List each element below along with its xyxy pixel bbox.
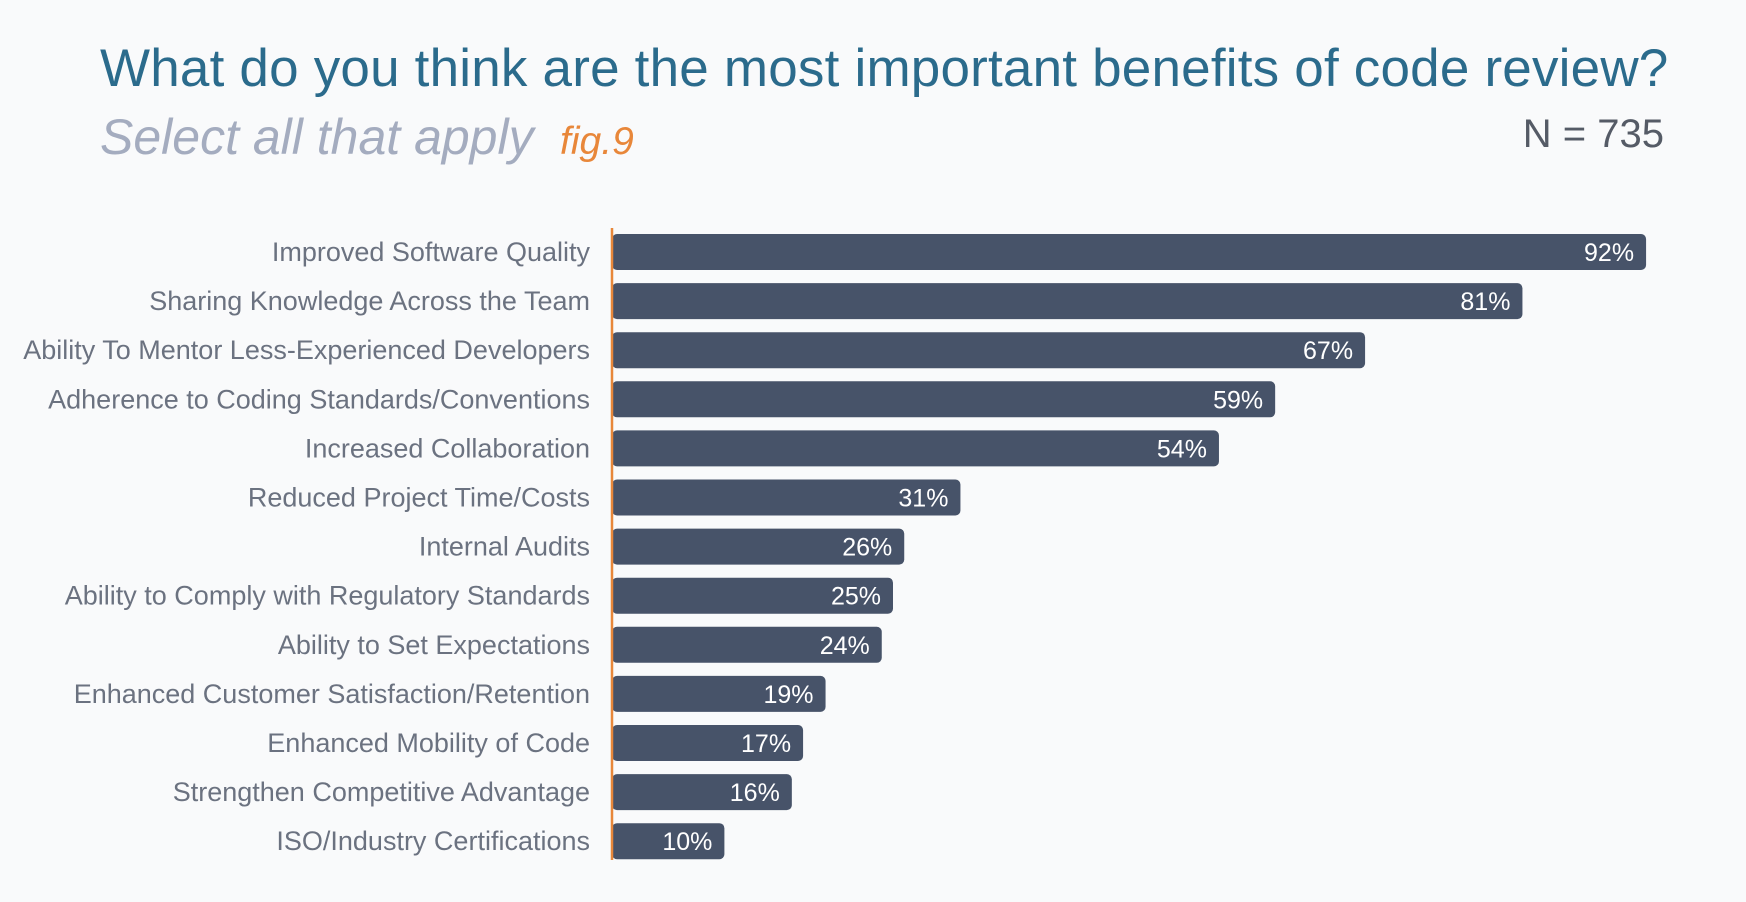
value-label-9: 19%	[764, 681, 814, 709]
figure-label: fig.9	[560, 120, 634, 163]
bar-4	[612, 430, 1219, 467]
value-label-3: 59%	[1213, 386, 1263, 414]
bar-0	[612, 234, 1647, 270]
subtitle-row: Select all that apply fig.9	[100, 108, 634, 166]
category-label-5: Reduced Project Time/Costs	[248, 483, 590, 513]
category-label-6: Internal Audits	[419, 532, 590, 562]
category-label-4: Increased Collaboration	[305, 433, 590, 463]
bar-1	[612, 283, 1523, 320]
category-label-9: Enhanced Customer Satisfaction/Retention	[74, 679, 590, 709]
bar-11	[612, 774, 792, 811]
category-label-10: Enhanced Mobility of Code	[267, 728, 590, 758]
bar-9	[612, 675, 826, 712]
value-label-1: 81%	[1460, 288, 1510, 316]
bar-7	[612, 577, 893, 614]
category-label-12: ISO/Industry Certifications	[276, 826, 590, 856]
category-label-0: Improved Software Quality	[272, 237, 591, 267]
value-label-8: 24%	[820, 632, 870, 660]
value-label-7: 25%	[831, 583, 881, 611]
category-label-2: Ability To Mentor Less-Experienced Devel…	[23, 335, 590, 365]
category-label-1: Sharing Knowledge Across the Team	[149, 286, 590, 316]
chart-title: What do you think are the most important…	[100, 39, 1669, 98]
category-label-11: Strengthen Competitive Advantage	[173, 777, 590, 807]
value-label-2: 67%	[1303, 337, 1353, 365]
bar-10	[612, 725, 804, 761]
bars-group: Improved Software Quality 92% Sharing Know…	[23, 234, 1647, 860]
value-label-10: 17%	[741, 730, 791, 758]
value-label-6: 26%	[842, 534, 892, 562]
value-label-4: 54%	[1157, 435, 1207, 463]
sample-size: N = 735	[1522, 112, 1664, 156]
bar-3	[612, 381, 1276, 418]
bar-8	[612, 626, 882, 663]
chart-subtitle: Select all that apply	[100, 109, 534, 165]
value-label-0: 92%	[1584, 239, 1634, 267]
value-label-5: 31%	[898, 485, 948, 513]
bar-6	[612, 528, 905, 565]
category-label-8: Ability to Set Expectations	[278, 630, 590, 660]
bar-5	[612, 479, 961, 516]
bar-12	[612, 823, 725, 860]
category-label-7: Ability to Comply with Regulatory Standa…	[65, 581, 590, 611]
value-label-11: 16%	[730, 779, 780, 807]
bar-2	[612, 332, 1366, 369]
category-label-3: Adherence to Coding Standards/Convention…	[48, 384, 590, 414]
value-label-12: 10%	[662, 828, 712, 856]
